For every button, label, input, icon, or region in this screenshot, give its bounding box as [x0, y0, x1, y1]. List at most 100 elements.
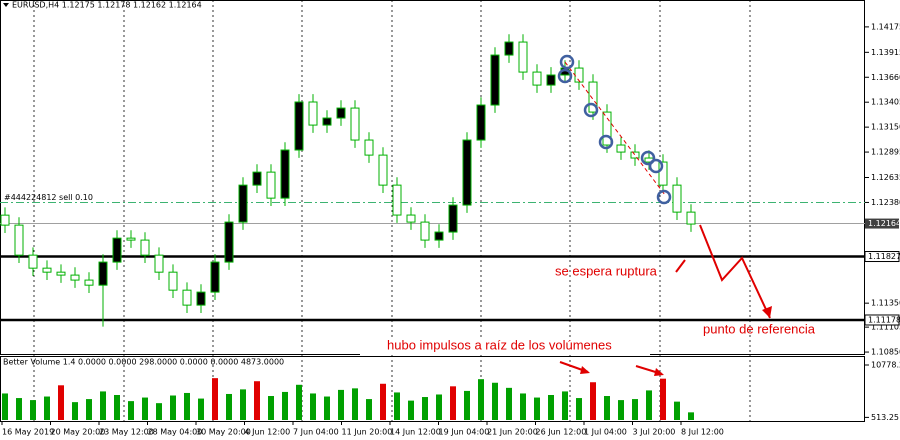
- volume-bar: [646, 390, 652, 420]
- candle-body: [504, 41, 514, 56]
- volume-bar: [534, 397, 540, 420]
- volume-bar: [688, 412, 694, 420]
- candle-body: [154, 254, 164, 273]
- projection-arrow: [699, 224, 771, 319]
- volume-bar: [562, 391, 568, 420]
- volume-bar: [240, 389, 246, 420]
- x-tick-label: 28 May 04:00: [148, 428, 203, 437]
- candle-body: [196, 291, 206, 306]
- annotation: punto de referencia: [703, 321, 816, 336]
- level-label: 1.11178: [868, 315, 900, 324]
- volume-tick-label: 10778.25: [871, 361, 900, 370]
- x-tick-label: 1 Jul 04:00: [584, 428, 627, 437]
- volume-bar: [156, 403, 162, 420]
- volume-bar: [576, 398, 582, 420]
- volume-bar: [86, 399, 92, 420]
- y-tick-label: 1.12380: [871, 198, 900, 207]
- current-price-label: 1.12164: [868, 219, 900, 228]
- volume-bar: [674, 401, 680, 420]
- x-tick-label: 16 May 2019: [2, 428, 54, 437]
- volume-bar: [16, 398, 22, 420]
- highlight-circle: [559, 54, 575, 70]
- x-tick-label: 11 Jun 20:00: [342, 428, 393, 437]
- candle-body: [42, 267, 52, 273]
- volume-bar: [632, 399, 638, 420]
- candle-body: [518, 41, 528, 73]
- volume-bar: [548, 394, 554, 420]
- volume-bar: [254, 381, 260, 420]
- volume-bar: [142, 397, 148, 420]
- candle-body: [546, 74, 556, 86]
- volume-bar: [212, 378, 218, 420]
- chart-title: EURUSD,H4 1.12175 1.12178 1.12162 1.1216…: [12, 1, 202, 10]
- volume-bar: [660, 378, 666, 420]
- y-tick-label: 1.13915: [871, 48, 900, 57]
- volume-bar: [338, 389, 344, 420]
- x-tick-label: 26 Jun 12:00: [536, 428, 587, 437]
- volume-bar: [520, 393, 526, 420]
- candle-body: [490, 54, 500, 106]
- candle-body: [28, 254, 38, 269]
- volume-bar: [478, 379, 484, 420]
- menu-arrow: [3, 3, 9, 7]
- volume-bar: [170, 395, 176, 420]
- current-price-box: [865, 218, 899, 229]
- x-tick-label: 21 Jun 20:00: [487, 428, 538, 437]
- candle-body: [392, 184, 402, 216]
- candle-body: [252, 171, 262, 186]
- candle-body: [98, 261, 108, 286]
- volume-bar: [72, 402, 78, 420]
- candle-body: [294, 101, 304, 151]
- y-tick-label: 1.14175: [871, 22, 900, 31]
- y-tick-label: 1.12635: [871, 173, 900, 182]
- candle-body: [84, 279, 94, 286]
- candle-body: [462, 139, 472, 206]
- order-label: #444224812 sell 0.10: [4, 193, 93, 202]
- y-tick-label: 1.10850: [871, 348, 900, 357]
- candle-body: [672, 184, 682, 213]
- candle-body: [476, 104, 486, 141]
- y-tick-label: 1.12895: [871, 148, 900, 157]
- annotation: se espera ruptura: [555, 263, 658, 278]
- highlight-circle: [648, 158, 664, 174]
- volume-bar: [198, 398, 204, 420]
- candle-body: [630, 151, 640, 159]
- y-tick-label: 1.11350: [871, 299, 900, 308]
- highlight-circle: [583, 102, 599, 118]
- x-tick-label: 23 May 12:00: [99, 428, 154, 437]
- volume-bar: [2, 393, 8, 420]
- volume-bar: [128, 401, 134, 420]
- volume-bar: [380, 383, 386, 420]
- candle-body: [686, 211, 696, 225]
- volume-bar: [352, 388, 358, 420]
- candle-body: [224, 221, 234, 263]
- volume-bar: [44, 396, 50, 420]
- candle-body: [266, 171, 276, 199]
- volume-bar: [30, 400, 36, 420]
- candle-body: [238, 184, 248, 223]
- arrow-head: [654, 368, 664, 376]
- volume-tick-label: 513.25: [871, 413, 899, 422]
- volume-panel: [0, 356, 865, 422]
- volume-bar: [422, 397, 428, 420]
- candle-body: [112, 237, 122, 263]
- x-tick-label: 20 May 20:00: [51, 428, 106, 437]
- candle-body: [70, 274, 80, 281]
- candle-body: [616, 144, 626, 153]
- candle-body: [448, 204, 458, 233]
- volume-bar: [58, 385, 64, 420]
- highlight-circle: [656, 189, 672, 205]
- candle-body: [434, 231, 444, 241]
- candle-body: [140, 239, 150, 256]
- volume-bar: [184, 392, 190, 420]
- level-box: [864, 314, 900, 326]
- candle-body: [658, 161, 668, 186]
- arrow: [675, 259, 686, 273]
- volume-bar: [436, 394, 442, 420]
- volume-bar: [114, 394, 120, 420]
- volume-bar: [506, 387, 512, 420]
- candle-body: [350, 107, 360, 141]
- volume-bar: [100, 391, 106, 420]
- volume-bar: [226, 393, 232, 420]
